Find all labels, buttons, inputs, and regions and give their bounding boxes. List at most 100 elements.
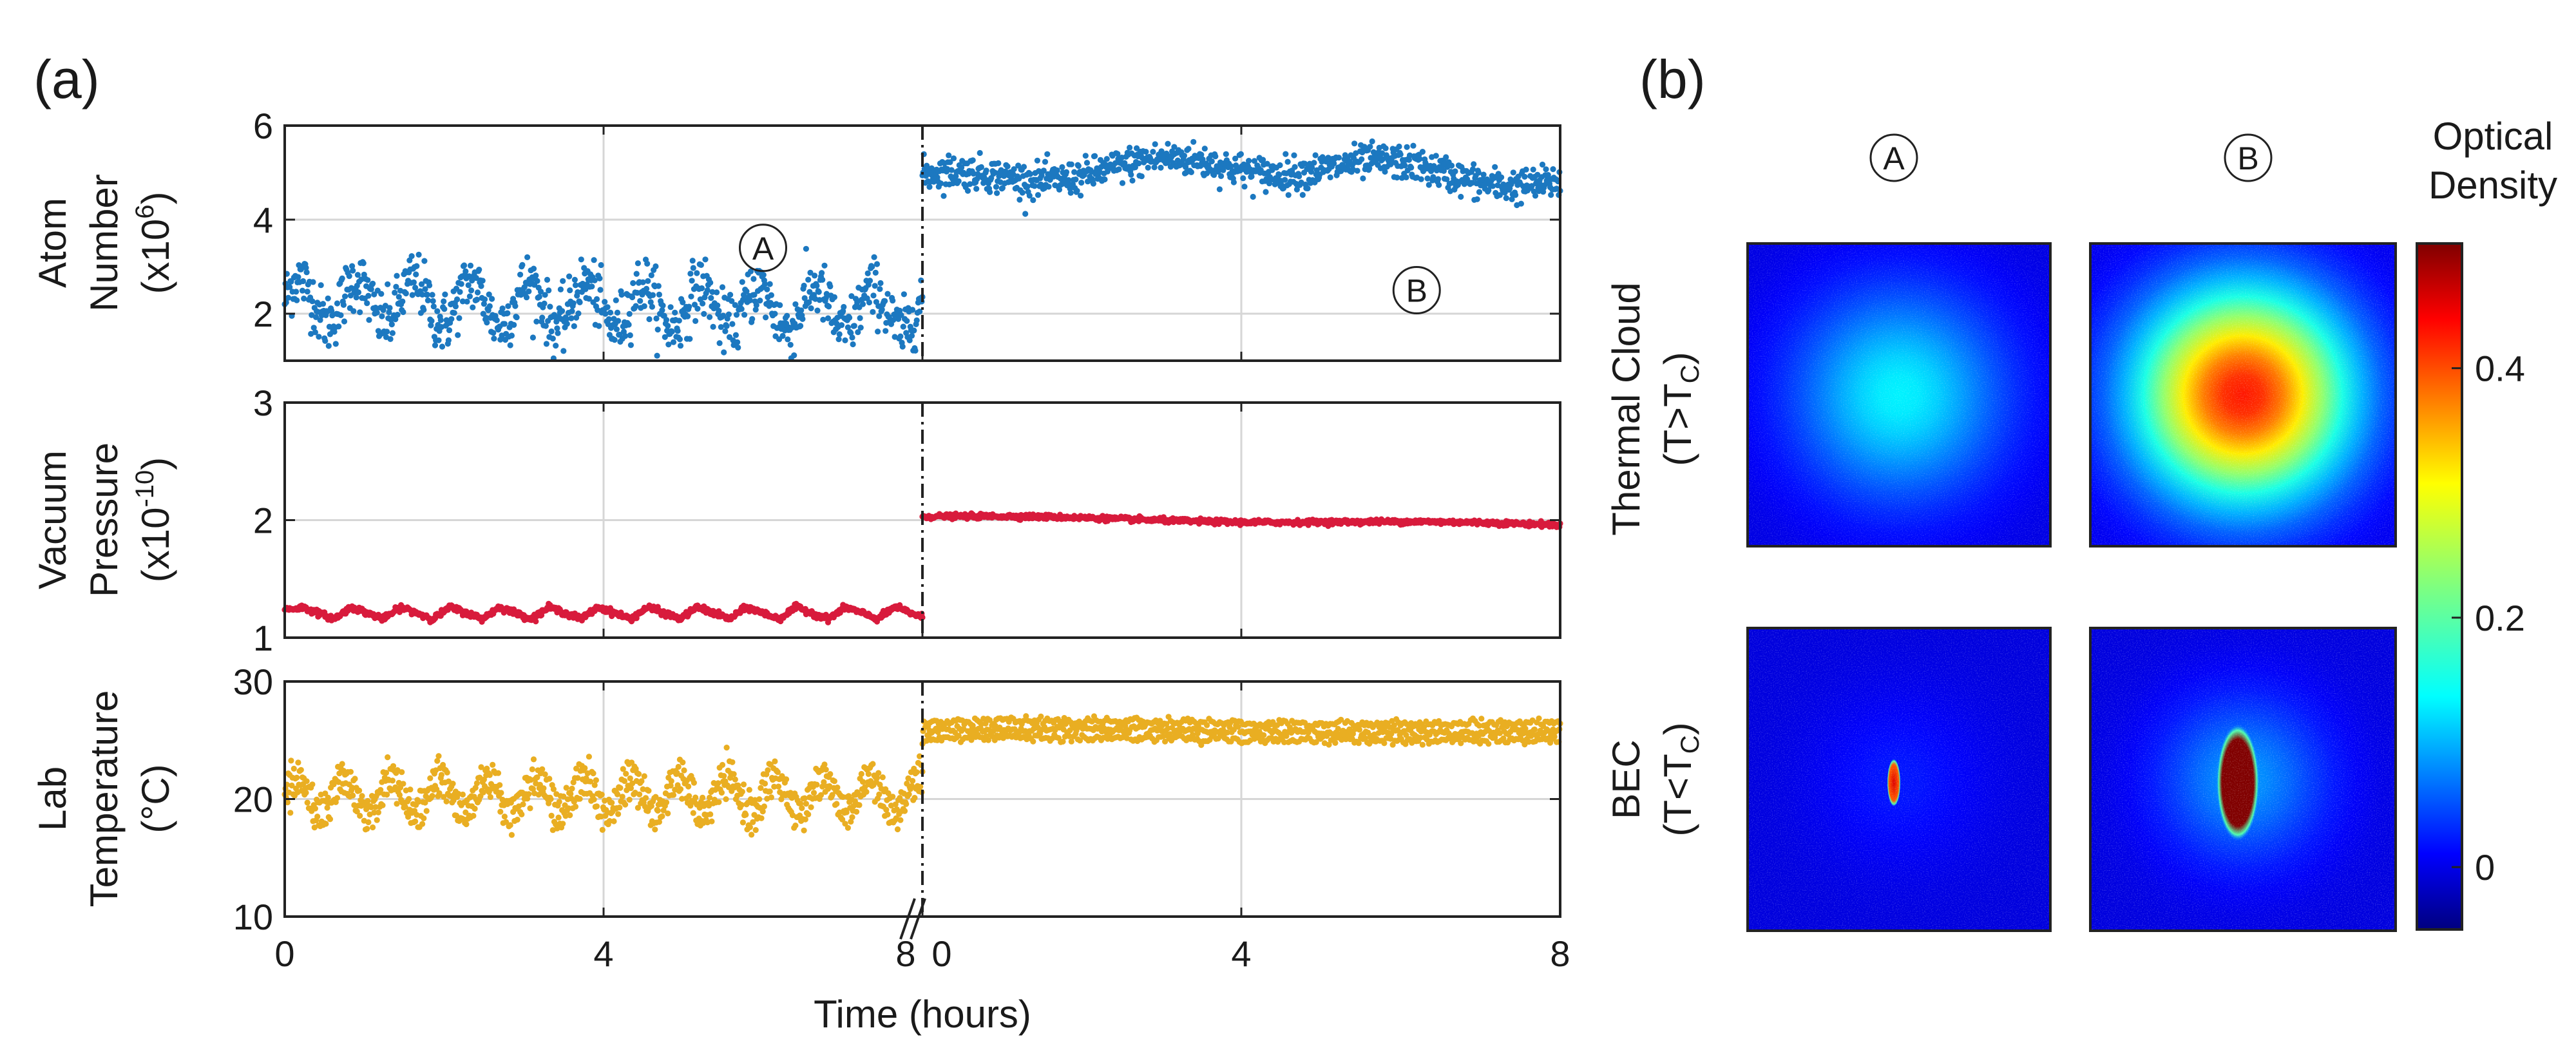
data-point	[1541, 182, 1548, 189]
data-point	[553, 343, 559, 349]
data-point	[419, 291, 426, 298]
data-point	[672, 309, 678, 316]
data-point	[846, 314, 853, 321]
data-point	[883, 806, 890, 813]
data-point	[490, 330, 497, 336]
data-point	[1518, 200, 1524, 207]
data-point	[763, 314, 769, 321]
data-point	[977, 149, 983, 157]
data-point	[497, 782, 503, 788]
data-point	[722, 328, 729, 334]
data-point	[533, 272, 539, 279]
data-point	[738, 306, 745, 312]
data-point	[987, 717, 993, 723]
data-point	[808, 305, 814, 312]
data-point	[692, 318, 699, 324]
data-point	[817, 792, 825, 798]
data-point	[718, 790, 725, 796]
atom-number-plot: 246 A B Atom Number (x106)	[31, 106, 1563, 362]
data-point	[685, 783, 692, 790]
data-point	[568, 315, 575, 321]
data-point	[993, 184, 1000, 190]
data-point	[370, 280, 376, 287]
data-point	[396, 294, 402, 300]
data-point	[654, 807, 661, 814]
data-point	[1026, 193, 1033, 199]
data-point	[1076, 738, 1083, 744]
data-point	[591, 796, 597, 803]
data-point	[523, 294, 530, 301]
data-point	[687, 336, 693, 342]
data-point	[910, 777, 916, 784]
atom-number-ylabel-line2: Number	[82, 174, 126, 311]
data-point	[546, 287, 552, 294]
data-point	[1263, 189, 1269, 195]
data-point	[849, 814, 855, 821]
data-point	[1132, 164, 1138, 171]
data-point	[805, 276, 812, 283]
data-point	[352, 776, 358, 782]
data-point	[1292, 164, 1298, 170]
data-point	[718, 324, 724, 330]
data-point	[760, 272, 767, 278]
data-point	[834, 801, 840, 807]
data-point	[707, 314, 713, 320]
data-point	[716, 307, 722, 314]
data-point	[572, 282, 579, 289]
data-point	[1240, 175, 1246, 182]
data-point	[554, 325, 560, 332]
data-point	[322, 790, 329, 797]
vacuum-pressure-ylabel-line1: Vacuum	[31, 450, 74, 589]
data-point	[400, 781, 406, 787]
data-point	[859, 779, 866, 785]
data-point	[877, 286, 883, 292]
data-point	[1283, 151, 1289, 157]
data-point	[913, 769, 920, 776]
data-point	[384, 329, 390, 335]
data-point	[983, 167, 989, 174]
data-point	[512, 303, 519, 309]
data-point	[1311, 160, 1317, 166]
data-point	[1430, 174, 1436, 180]
data-point	[374, 817, 380, 823]
data-point	[368, 804, 374, 810]
data-point	[472, 785, 479, 791]
data-point	[859, 301, 866, 307]
data-point	[524, 254, 531, 260]
data-point	[392, 289, 398, 296]
data-point	[1016, 196, 1023, 203]
data-point	[700, 794, 706, 801]
data-point	[536, 294, 542, 300]
data-point	[1128, 171, 1134, 178]
data-point	[419, 821, 426, 827]
data-point	[473, 780, 481, 786]
data-point	[1417, 156, 1423, 162]
data-point	[499, 305, 506, 312]
data-point	[593, 777, 600, 783]
data-point	[1471, 161, 1477, 167]
data-point	[750, 276, 757, 282]
data-point	[1410, 142, 1417, 149]
data-point	[875, 329, 881, 335]
data-point	[675, 763, 682, 770]
data-point	[825, 315, 832, 321]
data-point	[560, 278, 566, 284]
data-point	[906, 791, 912, 797]
data-point	[674, 770, 680, 776]
data-point	[807, 269, 814, 276]
data-point	[1044, 151, 1051, 157]
data-point	[504, 310, 511, 316]
data-point	[655, 283, 662, 289]
data-point	[1246, 158, 1252, 164]
data-point	[571, 323, 577, 329]
data-point	[1092, 153, 1098, 159]
data-point	[723, 745, 730, 751]
data-point	[614, 309, 621, 316]
data-point	[378, 290, 385, 297]
data-point	[1548, 192, 1554, 198]
data-point	[548, 796, 554, 803]
data-point	[1031, 183, 1038, 189]
vacuum-pressure-points	[281, 510, 1563, 625]
data-point	[1158, 148, 1165, 155]
data-point	[814, 282, 820, 289]
